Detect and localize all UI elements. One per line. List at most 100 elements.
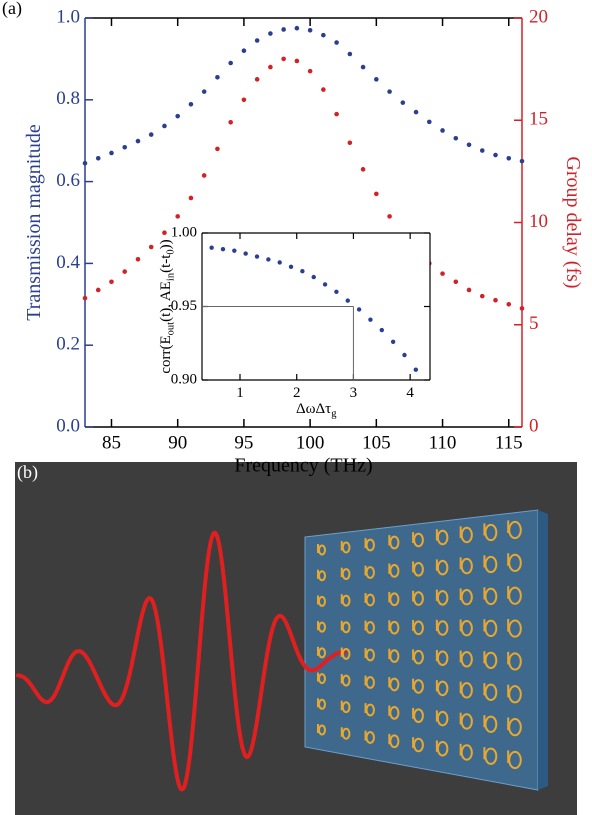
data-point xyxy=(162,123,167,129)
data-point xyxy=(148,244,154,250)
data-point xyxy=(277,260,282,265)
panel-label: (a) xyxy=(2,0,22,19)
data-point xyxy=(402,352,407,358)
data-point xyxy=(95,287,101,293)
data-point xyxy=(294,58,300,64)
data-point xyxy=(268,64,273,70)
data-point xyxy=(519,306,525,311)
data-point xyxy=(266,257,271,262)
x-tick-label: 90 xyxy=(168,432,187,453)
y-tick-label: 0.90 xyxy=(171,371,197,387)
panel-label: (b) xyxy=(17,462,38,483)
data-point xyxy=(427,119,432,125)
y-axis-label: Transmission magnitude xyxy=(23,124,45,321)
y2-tick-label: 5 xyxy=(529,313,539,334)
y-tick-label: 0.6 xyxy=(56,170,80,191)
data-point xyxy=(307,68,313,74)
x-tick-label: 100 xyxy=(296,432,325,453)
y2-tick-label: 15 xyxy=(529,109,548,130)
data-point xyxy=(493,152,498,158)
data-point xyxy=(360,64,366,70)
data-point xyxy=(345,298,350,303)
metasurface-edge xyxy=(538,510,548,790)
data-point xyxy=(347,140,353,146)
label-subscript: out xyxy=(166,322,177,336)
data-point xyxy=(148,132,154,137)
data-point xyxy=(321,32,326,38)
x-tick-label: 110 xyxy=(429,432,457,453)
label-text: (t-t xyxy=(158,254,174,273)
data-point xyxy=(347,51,353,57)
illustration: (b) xyxy=(15,462,577,815)
data-point xyxy=(356,307,362,312)
data-point xyxy=(374,77,379,82)
data-point xyxy=(288,264,294,270)
label-text: ΔωΔτ xyxy=(296,401,331,417)
data-point xyxy=(243,251,248,256)
data-point xyxy=(220,246,226,252)
data-point xyxy=(228,119,233,125)
x-tick-label: 3 xyxy=(350,385,358,401)
pulse-wave xyxy=(16,530,347,792)
data-point xyxy=(390,339,396,344)
data-point xyxy=(281,27,286,32)
data-point xyxy=(201,173,207,178)
data-point xyxy=(300,269,305,274)
data-point xyxy=(228,60,233,66)
data-point xyxy=(215,75,220,80)
data-point xyxy=(109,150,114,156)
data-point xyxy=(440,271,445,276)
data-point xyxy=(440,128,445,133)
y2-tick-label: 20 xyxy=(529,6,548,27)
label-text: (t), AE xyxy=(158,281,174,322)
y-tick-label: 0.8 xyxy=(56,88,80,109)
data-point xyxy=(322,282,328,287)
data-point xyxy=(453,135,459,141)
data-point xyxy=(387,89,392,94)
y2-tick-label: 0 xyxy=(529,415,539,436)
data-point xyxy=(519,158,525,164)
y2-axis-label: Group delay (fs) xyxy=(562,156,584,288)
data-point xyxy=(466,287,472,293)
data-point xyxy=(95,155,101,161)
y-tick-label: 0.2 xyxy=(56,334,80,355)
data-point xyxy=(374,191,379,197)
data-point xyxy=(506,302,512,307)
data-point xyxy=(162,230,167,236)
data-point xyxy=(413,367,419,372)
x-tick-label: 1 xyxy=(236,385,244,401)
data-point xyxy=(135,257,141,262)
label-text: corr(E xyxy=(158,335,174,373)
data-point xyxy=(122,269,128,274)
data-point xyxy=(188,101,194,107)
data-point xyxy=(334,111,339,117)
axis-label: ΔωΔτg xyxy=(296,401,337,419)
data-point xyxy=(334,289,339,294)
resonator-array xyxy=(317,520,522,770)
data-point xyxy=(368,317,373,322)
y-tick-label: 0.4 xyxy=(56,252,80,273)
data-point xyxy=(479,293,485,299)
data-point xyxy=(281,56,286,62)
x-tick-label: 115 xyxy=(495,432,523,453)
data-point xyxy=(400,100,406,105)
data-point xyxy=(109,279,114,285)
data-point xyxy=(479,148,485,153)
label-subscript: g xyxy=(331,409,337,420)
x-axis-label: Frequency (THz) xyxy=(234,454,372,476)
data-point xyxy=(413,109,419,115)
data-point xyxy=(82,160,88,166)
x-tick-label: 105 xyxy=(362,432,391,453)
data-point xyxy=(506,155,512,161)
data-point xyxy=(241,48,247,54)
data-point xyxy=(453,279,459,285)
data-point xyxy=(387,214,392,219)
data-point xyxy=(135,138,141,144)
x-tick-label: 4 xyxy=(406,385,414,401)
data-point xyxy=(321,87,326,92)
data-point xyxy=(175,214,180,219)
x-tick-label: 85 xyxy=(102,432,121,453)
data-point xyxy=(254,254,260,259)
data-point xyxy=(82,295,88,301)
